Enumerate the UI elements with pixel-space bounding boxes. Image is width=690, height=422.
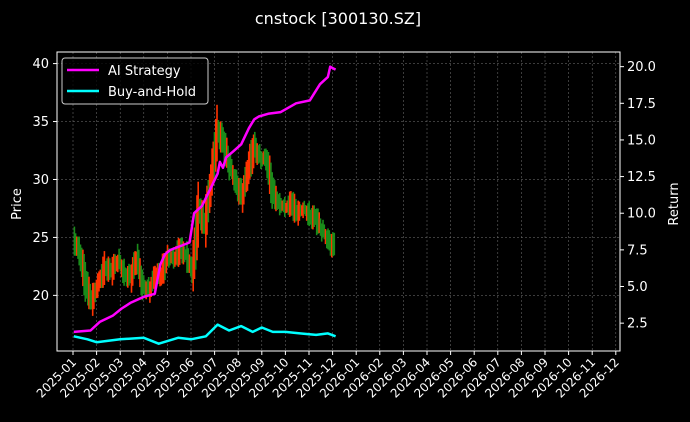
right-axis: 2.5 5.0 7.5 10.0 12.5 15.0 17.5 20.0 xyxy=(620,60,656,332)
y2-tick-label: 15.0 xyxy=(627,133,656,148)
legend: AI Strategy Buy-and-Hold xyxy=(61,57,209,105)
series-line-buy-and-hold xyxy=(73,323,337,345)
left-axis: 20 25 30 35 40 xyxy=(32,57,57,304)
y2-tick-label: 20.0 xyxy=(627,60,656,75)
y2-tick-label: 7.5 xyxy=(627,243,648,258)
chart-title: cnstock [300130.SZ] xyxy=(255,9,421,28)
y-axis-label: Price xyxy=(10,188,25,220)
x-axis: 2025-012025-022025-032025-042025-052025-… xyxy=(34,351,622,401)
price-bars xyxy=(73,104,336,316)
y2-tick-label: 12.5 xyxy=(627,170,656,185)
legend-label-buy-and-hold: Buy-and-Hold xyxy=(108,85,196,100)
y-tick-label: 30 xyxy=(32,173,49,188)
y-tick-label: 20 xyxy=(32,289,49,304)
y2-tick-label: 10.0 xyxy=(627,207,656,222)
y-tick-label: 40 xyxy=(32,57,49,72)
y2-axis-label: Return xyxy=(667,182,682,225)
legend-label-ai-strategy: AI Strategy xyxy=(108,64,181,79)
plot-frame xyxy=(56,51,621,352)
y2-tick-label: 2.5 xyxy=(627,317,648,332)
y-tick-label: 25 xyxy=(32,231,49,246)
y2-tick-label: 17.5 xyxy=(627,97,656,112)
series-line-ai-strategy xyxy=(73,65,337,334)
y2-tick-label: 5.0 xyxy=(627,280,648,295)
y-tick-label: 35 xyxy=(32,115,49,130)
series-lines xyxy=(73,65,337,345)
